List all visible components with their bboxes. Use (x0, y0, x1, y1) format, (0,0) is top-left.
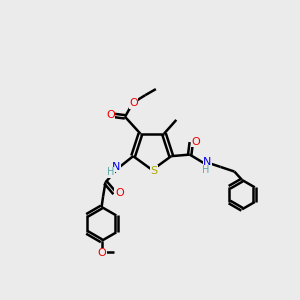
Text: O: O (191, 136, 200, 146)
Text: O: O (115, 188, 124, 198)
Text: S: S (150, 166, 157, 176)
Text: O: O (106, 110, 115, 119)
Text: H: H (107, 167, 115, 177)
Text: H: H (202, 165, 210, 175)
Text: N: N (203, 157, 211, 167)
Text: O: O (129, 98, 138, 108)
Text: O: O (97, 248, 106, 258)
Text: N: N (112, 162, 120, 172)
